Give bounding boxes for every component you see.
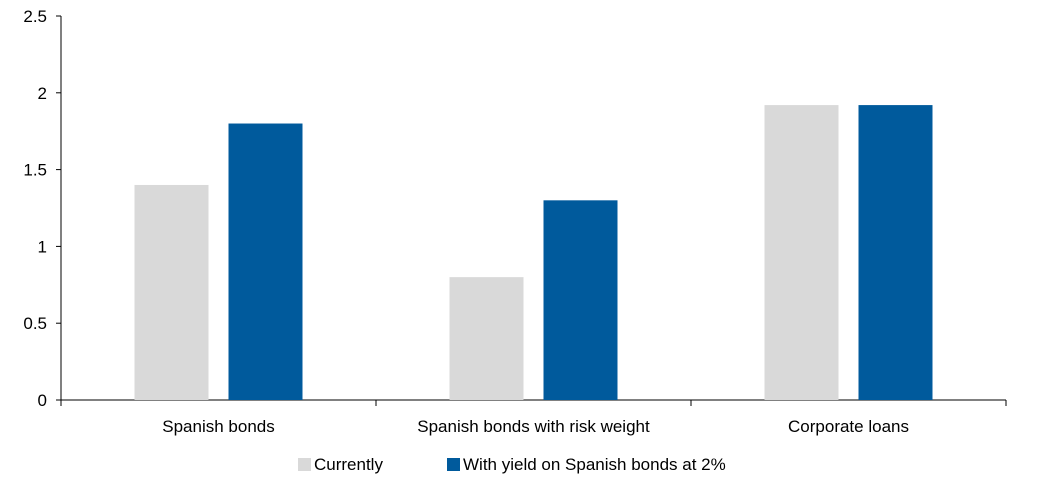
bar [228, 123, 303, 401]
legend-swatch [447, 458, 460, 471]
legend-label: With yield on Spanish bonds at 2% [463, 455, 726, 474]
legend: Currently With yield on Spanish bonds at … [298, 455, 726, 474]
y-tick-label: 2 [38, 84, 47, 103]
bar [764, 105, 839, 400]
y-tick-label: 0.5 [23, 314, 47, 333]
bar [858, 105, 933, 400]
x-category-label: Corporate loans [788, 417, 909, 436]
x-category-label: Spanish bonds with risk weight [417, 417, 650, 436]
y-axis: 0 0.5 1 1.5 2 2.5 [23, 7, 62, 410]
legend-label: Currently [314, 455, 383, 474]
y-tick-label: 2.5 [23, 7, 47, 26]
legend-swatch [298, 458, 311, 471]
bar [449, 277, 524, 400]
bars [134, 105, 933, 401]
bar [543, 200, 618, 400]
y-tick-label: 1 [38, 237, 47, 256]
x-category-label: Spanish bonds [162, 417, 274, 436]
y-tick-label: 1.5 [23, 161, 47, 180]
bar [134, 184, 209, 400]
y-tick-label: 0 [38, 391, 47, 410]
x-axis: Spanish bonds Spanish bonds with risk wei… [60, 399, 1007, 436]
